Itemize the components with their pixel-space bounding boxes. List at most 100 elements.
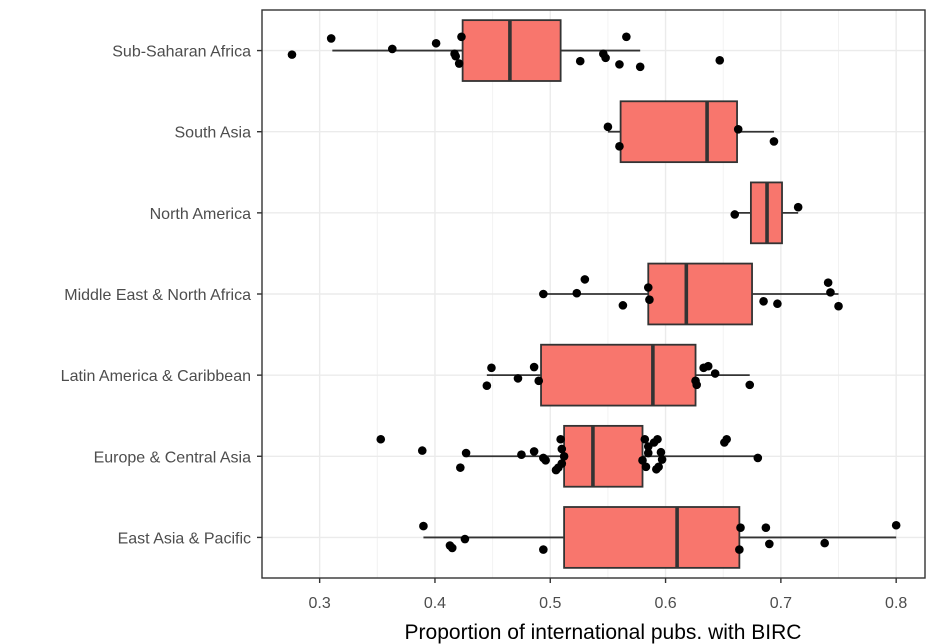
data-point — [643, 283, 653, 292]
box — [563, 424, 644, 488]
data-point — [287, 50, 297, 59]
data-point — [534, 376, 544, 386]
data-point — [556, 434, 565, 444]
data-point — [765, 539, 774, 549]
data-point — [745, 380, 755, 390]
data-point — [482, 381, 492, 390]
data-point — [692, 380, 701, 390]
data-point — [551, 465, 561, 475]
data-point — [461, 448, 471, 458]
data-point — [710, 369, 720, 378]
box-group — [607, 100, 774, 164]
y-tick-label: Latin America & Caribbean — [61, 368, 251, 385]
data-point — [557, 444, 567, 454]
y-axis: East Asia & Pacific Europe & Central Asia… — [61, 44, 262, 547]
data-point — [326, 34, 336, 43]
data-point — [753, 453, 763, 463]
y-tick-label: North America — [150, 206, 251, 223]
data-point — [653, 434, 662, 444]
data-point — [529, 362, 539, 372]
data-point — [557, 459, 567, 468]
data-point — [572, 288, 582, 298]
data-point — [580, 275, 590, 284]
data-point — [539, 545, 548, 554]
data-point — [541, 456, 550, 465]
data-point — [735, 545, 744, 554]
y-tick-label: Middle East & North Africa — [64, 287, 251, 304]
data-point — [715, 56, 725, 65]
data-point — [539, 289, 548, 299]
x-tick-label: 0.8 — [885, 595, 907, 612]
data-point — [517, 450, 526, 459]
box — [540, 343, 697, 407]
data-point — [635, 62, 645, 72]
data-point — [603, 122, 613, 132]
x-axis: 0.3 0.4 0.5 0.6 0.7 0.8 — [309, 578, 907, 612]
data-point — [622, 32, 631, 42]
data-point — [722, 434, 731, 444]
y-tick-label: Sub-Saharan Africa — [112, 44, 251, 61]
x-axis-title: Proportion of international pubs. with B… — [405, 621, 802, 644]
data-point — [559, 451, 569, 461]
data-point — [387, 44, 397, 54]
data-point — [641, 462, 651, 472]
box — [563, 506, 741, 569]
y-tick-label: South Asia — [175, 125, 252, 142]
plot-panel — [261, 9, 926, 579]
data-point — [769, 137, 779, 146]
data-point — [529, 447, 539, 456]
data-point — [618, 301, 628, 310]
x-tick-label: 0.5 — [539, 595, 561, 612]
data-point — [615, 60, 624, 69]
data-point — [823, 278, 833, 287]
data-point — [657, 455, 667, 464]
y-tick-label: Europe & Central Asia — [94, 449, 252, 466]
data-point — [451, 51, 461, 61]
data-point — [419, 521, 428, 531]
data-point — [793, 202, 803, 212]
data-point — [575, 56, 585, 66]
box — [619, 100, 738, 164]
box-group — [466, 424, 758, 488]
data-point — [643, 448, 653, 458]
box-group — [543, 262, 839, 326]
data-point — [513, 374, 523, 383]
data-point — [733, 124, 743, 134]
data-point — [645, 295, 654, 304]
box — [647, 262, 753, 326]
data-point — [601, 53, 610, 63]
data-point — [730, 210, 740, 219]
data-point — [643, 442, 653, 451]
data-point — [638, 456, 647, 465]
data-point — [826, 288, 835, 297]
data-point — [457, 32, 466, 42]
data-point — [640, 434, 650, 444]
data-point — [759, 297, 768, 306]
data-point — [773, 299, 782, 309]
data-point — [454, 59, 464, 68]
data-point — [820, 538, 829, 548]
data-point — [376, 434, 386, 444]
box-group — [486, 343, 750, 407]
data-point — [615, 142, 624, 151]
box-group — [332, 19, 641, 82]
data-point — [703, 361, 713, 371]
data-point — [456, 463, 465, 472]
x-tick-label: 0.7 — [770, 595, 792, 612]
data-point — [736, 523, 745, 532]
x-tick-label: 0.3 — [309, 595, 331, 612]
data-point — [460, 534, 470, 544]
data-point — [652, 464, 661, 474]
data-point — [487, 363, 496, 373]
data-point — [761, 523, 771, 532]
box-group — [423, 506, 897, 569]
data-point — [447, 543, 457, 553]
data-point — [431, 38, 441, 48]
data-point — [834, 301, 843, 311]
data-point — [656, 447, 666, 457]
x-tick-label: 0.6 — [654, 595, 676, 612]
x-tick-label: 0.4 — [424, 595, 446, 612]
data-point — [417, 446, 427, 455]
y-tick-label: East Asia & Pacific — [118, 530, 251, 547]
